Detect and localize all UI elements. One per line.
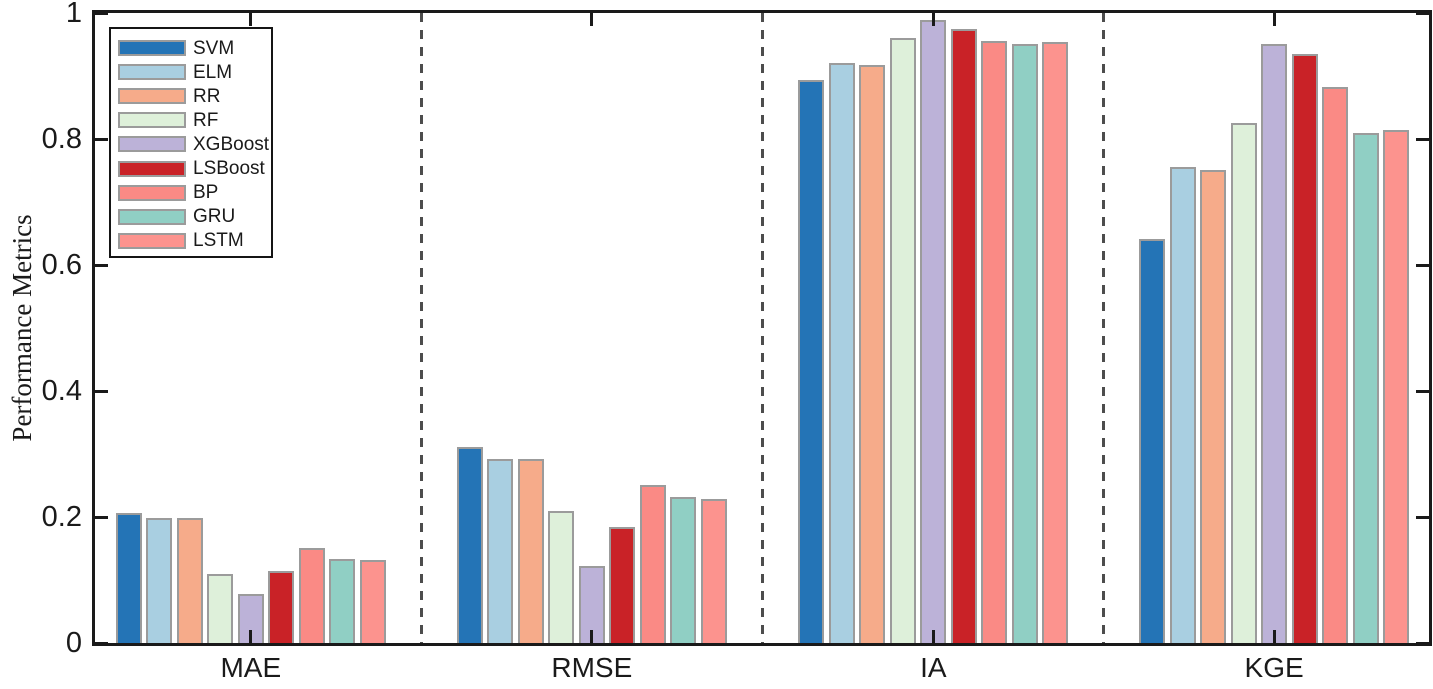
bar-LSTM-KGE [1383, 130, 1410, 643]
y-tick-label: 0.8 [41, 123, 82, 155]
bar-RF-RMSE [548, 511, 575, 643]
legend-label-LSBoost: LSBoost [193, 158, 265, 180]
bar-ELM-RMSE [487, 459, 514, 643]
group-separator-1 [419, 13, 423, 643]
y-tick-left [95, 641, 108, 645]
y-tick-right [1416, 515, 1429, 519]
y-tick-label: 0 [65, 627, 82, 659]
bar-RR-KGE [1200, 170, 1227, 643]
bar-SVM-IA [798, 80, 825, 643]
y-tick-left [95, 137, 108, 141]
x-tick-label-RMSE: RMSE [551, 652, 633, 683]
legend-label-ELM: ELM [193, 61, 233, 83]
y-tick-left [95, 11, 108, 15]
bar-LSBoost-MAE [268, 571, 295, 643]
x-tick-top [931, 13, 935, 26]
bar-RR-IA [859, 65, 886, 643]
bar-ELM-MAE [146, 518, 173, 643]
bar-LSTM-MAE [359, 560, 386, 643]
legend-item-RF: RF [118, 108, 271, 132]
legend-swatch-RF [118, 112, 186, 129]
y-tick-label: 1 [65, 0, 82, 29]
legend-swatch-LSTM [118, 232, 186, 249]
legend-swatch-GRU [118, 208, 186, 225]
y-tick-label: 0.6 [41, 249, 82, 281]
y-tick-right [1416, 137, 1429, 141]
legend-label-BP: BP [193, 182, 219, 204]
y-tick-left [95, 389, 108, 393]
bar-LSTM-IA [1042, 42, 1069, 643]
bar-SVM-RMSE [456, 447, 483, 643]
bar-RR-MAE [176, 518, 203, 643]
bar-XGBoost-MAE [237, 594, 264, 643]
x-tick-bottom [931, 630, 935, 643]
legend-swatch-RR [118, 88, 186, 105]
x-tick-top [590, 13, 594, 26]
legend-label-RR: RR [193, 85, 221, 107]
bar-GRU-KGE [1352, 133, 1379, 643]
bar-XGBoost-IA [920, 20, 947, 643]
y-tick-label: 0.2 [41, 501, 82, 533]
legend-label-GRU: GRU [193, 206, 236, 228]
legend-item-LSBoost: LSBoost [118, 156, 271, 180]
legend-item-BP: BP [118, 181, 271, 205]
legend-item-SVM: SVM [118, 36, 271, 60]
y-tick-left [95, 515, 108, 519]
legend-label-RF: RF [193, 109, 219, 131]
legend-swatch-SVM [118, 40, 186, 57]
y-axis-label: Performance Metrics [7, 214, 37, 442]
bar-GRU-IA [1011, 44, 1038, 643]
bar-RR-RMSE [517, 459, 544, 643]
bar-LSBoost-RMSE [609, 527, 636, 643]
bar-SVM-KGE [1139, 239, 1166, 643]
y-tick-right [1416, 11, 1429, 15]
bar-GRU-RMSE [670, 497, 697, 643]
x-tick-bottom [590, 630, 594, 643]
bar-RF-MAE [207, 574, 234, 643]
bar-BP-RMSE [639, 485, 666, 643]
legend-item-ELM: ELM [118, 60, 271, 84]
legend-swatch-ELM [118, 64, 186, 81]
legend-swatch-XGBoost [118, 136, 186, 153]
bar-RF-IA [889, 38, 916, 643]
bar-LSTM-RMSE [700, 499, 727, 643]
bar-SVM-MAE [115, 513, 142, 643]
y-tick-right [1416, 641, 1429, 645]
bar-BP-KGE [1322, 87, 1349, 643]
y-tick-label: 0.4 [41, 375, 82, 407]
bar-GRU-MAE [329, 559, 356, 643]
bar-ELM-IA [828, 63, 855, 643]
bar-RF-KGE [1230, 123, 1257, 643]
bar-LSBoost-KGE [1291, 54, 1318, 643]
x-tick-label-MAE: MAE [220, 652, 282, 683]
bar-XGBoost-KGE [1261, 44, 1288, 643]
bar-ELM-KGE [1169, 167, 1196, 643]
y-tick-right [1416, 389, 1429, 393]
y-tick-right [1416, 263, 1429, 267]
x-tick-bottom [249, 630, 253, 643]
legend-item-LSTM: LSTM [118, 229, 271, 253]
legend-label-SVM: SVM [193, 37, 235, 59]
x-tick-label-KGE: KGE [1244, 652, 1304, 683]
plot-area [92, 10, 1432, 646]
y-tick-left [95, 263, 108, 267]
x-tick-bottom [1272, 630, 1276, 643]
x-tick-top [249, 13, 253, 26]
legend-item-RR: RR [118, 84, 271, 108]
group-separator-3 [1102, 13, 1106, 643]
bar-LSBoost-IA [950, 29, 977, 643]
bar-BP-IA [981, 41, 1008, 643]
x-tick-top [1272, 13, 1276, 26]
legend-label-XGBoost: XGBoost [193, 133, 270, 155]
x-tick-label-IA: IA [920, 652, 947, 683]
bar-BP-MAE [298, 548, 325, 643]
legend-swatch-LSBoost [118, 160, 186, 177]
legend-item-GRU: GRU [118, 205, 271, 229]
legend: SVM ELM RR RF XGBoost LSBoost BP GRU LSTM [109, 27, 273, 258]
legend-label-LSTM: LSTM [193, 230, 244, 252]
group-separator-2 [761, 13, 765, 643]
legend-item-XGBoost: XGBoost [118, 132, 271, 156]
legend-swatch-BP [118, 184, 186, 201]
